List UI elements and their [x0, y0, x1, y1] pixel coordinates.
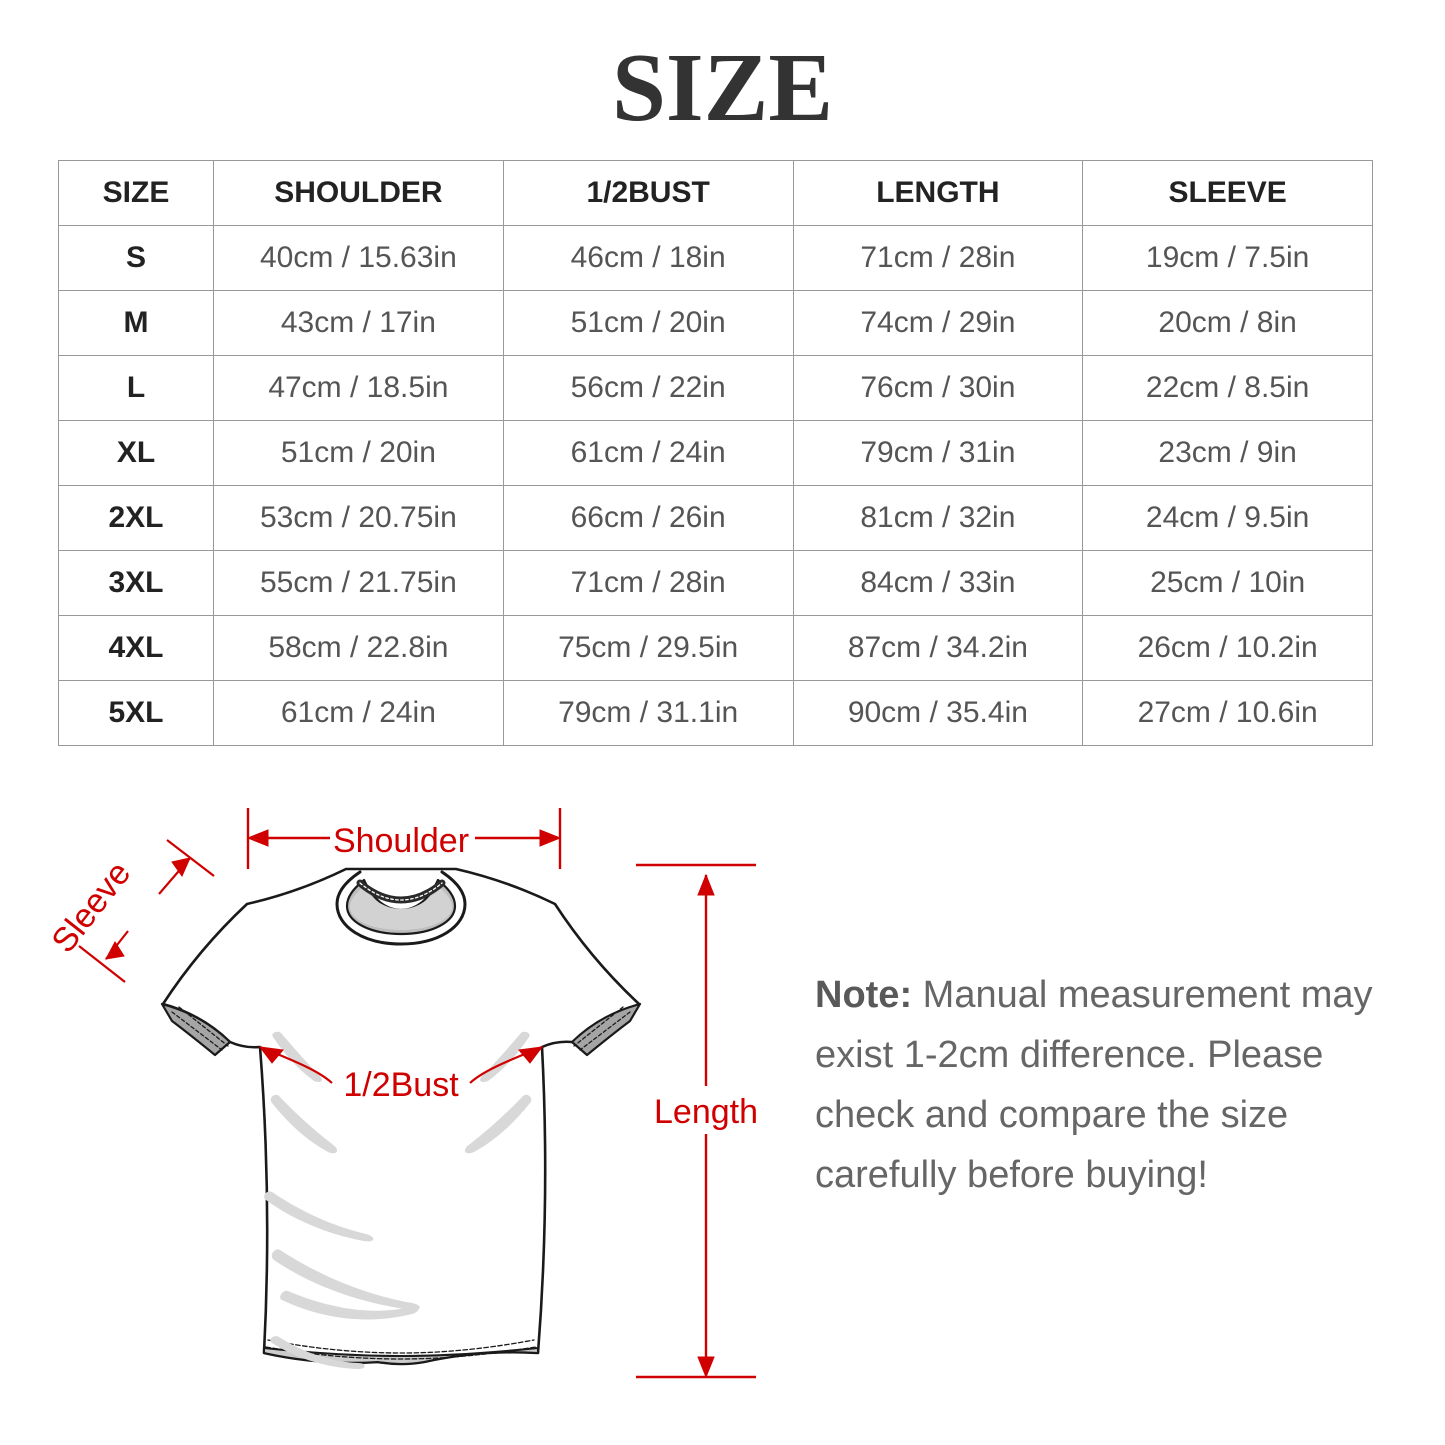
svg-text:Length: Length	[654, 1093, 758, 1131]
svg-text:1/2Bust: 1/2Bust	[343, 1066, 459, 1104]
svg-text:Sleeve: Sleeve	[44, 855, 138, 960]
svg-text:Shoulder: Shoulder	[333, 822, 469, 860]
